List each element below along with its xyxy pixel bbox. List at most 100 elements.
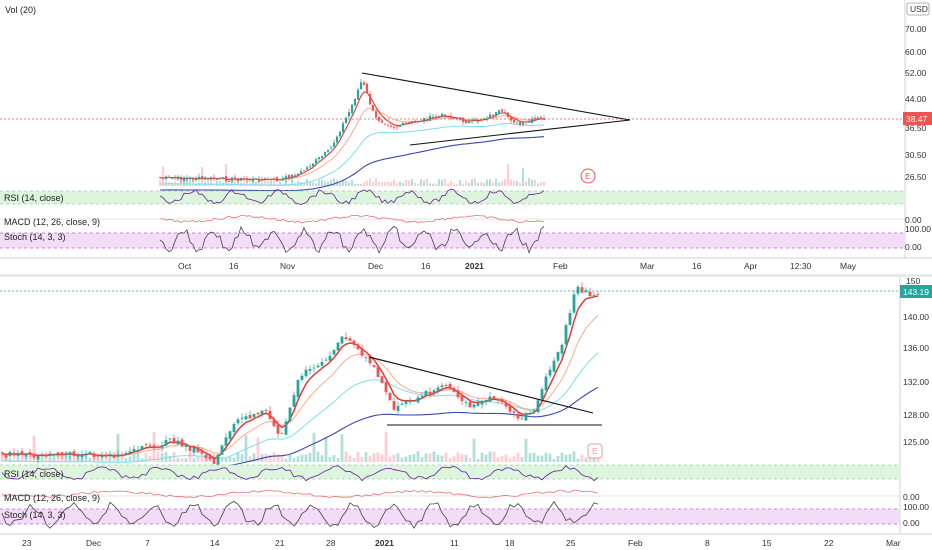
candle-body — [8, 452, 12, 457]
time-label: 16 — [421, 261, 431, 271]
volume-bar — [224, 163, 228, 186]
volume-bar — [428, 183, 432, 186]
volume-bar — [148, 455, 152, 462]
candle-body — [272, 178, 276, 180]
volume-bar — [464, 454, 468, 462]
volume-bar — [124, 458, 128, 462]
candle-body — [317, 157, 321, 160]
time-label: Feb — [553, 261, 568, 271]
candle-body — [527, 121, 531, 123]
currency-button[interactable] — [906, 2, 930, 16]
volume-bar — [356, 183, 360, 186]
volume-bar — [416, 451, 420, 462]
candle-body — [530, 119, 534, 123]
volume-bar — [8, 458, 12, 462]
candle-body — [540, 389, 544, 399]
top-trendline-lower[interactable] — [409, 119, 631, 146]
candle-body — [338, 131, 342, 137]
candle-body — [461, 117, 465, 122]
top-time-axis[interactable]: Oct 16 Nov Dec 16 2021 Feb Mar 16 Apr 12… — [178, 261, 857, 271]
volume-bar — [524, 181, 528, 186]
volume-bar — [314, 183, 318, 186]
earnings-marker[interactable] — [587, 443, 603, 459]
volume-bar — [52, 453, 56, 462]
candle-body — [388, 393, 392, 401]
bottom-trendline-upper[interactable] — [368, 356, 594, 414]
candle-body — [326, 149, 330, 152]
bottom-price-axis[interactable]: 150 140.00 136.00 132.00 128.00 125.00 — [903, 276, 929, 447]
volume-bar — [482, 183, 486, 186]
candle-body — [353, 98, 357, 106]
candle-body — [192, 447, 196, 453]
candle-body — [564, 325, 568, 345]
candle-body — [340, 336, 344, 344]
volume-bar — [311, 182, 315, 186]
candle-body — [425, 119, 429, 121]
volume-bar — [256, 437, 260, 462]
candle-body — [257, 178, 261, 182]
candle-body — [72, 451, 76, 457]
volume-bar — [269, 180, 273, 186]
volume-bar — [236, 452, 240, 462]
candle-body — [506, 112, 510, 118]
candle-body — [4, 453, 8, 458]
candle-body — [492, 396, 496, 399]
volume-bar — [353, 183, 357, 186]
volume-bar — [400, 457, 404, 462]
candle-body — [455, 117, 459, 119]
pane-separator[interactable] — [0, 274, 932, 277]
volume-bar — [296, 456, 300, 462]
candle-body — [311, 163, 315, 167]
bottom-rsi-line — [1, 465, 599, 482]
candle-body — [200, 450, 204, 454]
candle-body — [449, 115, 453, 119]
time-label: 16 — [229, 261, 239, 271]
candle-body — [299, 171, 303, 174]
candle-body — [224, 176, 228, 181]
candle-body — [242, 178, 246, 180]
volume-bar — [320, 455, 324, 462]
top-price-axis[interactable]: 70.00 60.00 52.00 44.00 36.50 30.50 26.5… — [905, 24, 927, 182]
volume-bar — [164, 452, 168, 462]
volume-bar — [556, 455, 560, 462]
candle-body — [232, 424, 236, 433]
bottom-sma-line — [1, 386, 599, 470]
candle-body — [524, 413, 528, 421]
currency-label: USD — [910, 4, 928, 14]
candle-body — [284, 176, 288, 180]
volume-bar — [347, 182, 351, 186]
candle-body — [92, 453, 96, 458]
volume-bar — [434, 183, 438, 186]
volume-bar — [440, 455, 444, 462]
volume-bar — [364, 452, 368, 462]
candle-body — [302, 170, 306, 172]
volume-bar — [392, 179, 396, 186]
volume-bar — [509, 179, 513, 186]
volume-bar — [384, 432, 388, 462]
candle-body — [233, 177, 237, 180]
ind-scale: 0.00 — [905, 242, 922, 252]
candle-body — [568, 313, 572, 325]
volume-bar — [323, 181, 327, 186]
candle-body — [248, 415, 252, 419]
candle-body — [280, 433, 284, 434]
volume-bar — [437, 178, 441, 186]
price-tick: 140.00 — [903, 312, 929, 322]
volume-bar — [272, 452, 276, 462]
candle-body — [356, 344, 360, 350]
volume-bar — [296, 181, 300, 186]
candle-body — [443, 114, 447, 117]
volume-bar — [533, 179, 537, 186]
volume-bar — [544, 452, 548, 462]
price-tick: 132.00 — [903, 377, 929, 387]
volume-bar — [324, 436, 328, 462]
volume-bar — [461, 183, 465, 186]
candle-body — [446, 115, 450, 117]
top-trendline-upper[interactable] — [361, 72, 631, 121]
earnings-marker[interactable] — [580, 168, 596, 184]
bottom-time-axis[interactable]: 23 Dec 7 14 21 28 2021 11 18 25 Feb 8 15… — [22, 538, 901, 548]
candle-body — [275, 177, 279, 182]
volume-bar — [376, 451, 380, 462]
